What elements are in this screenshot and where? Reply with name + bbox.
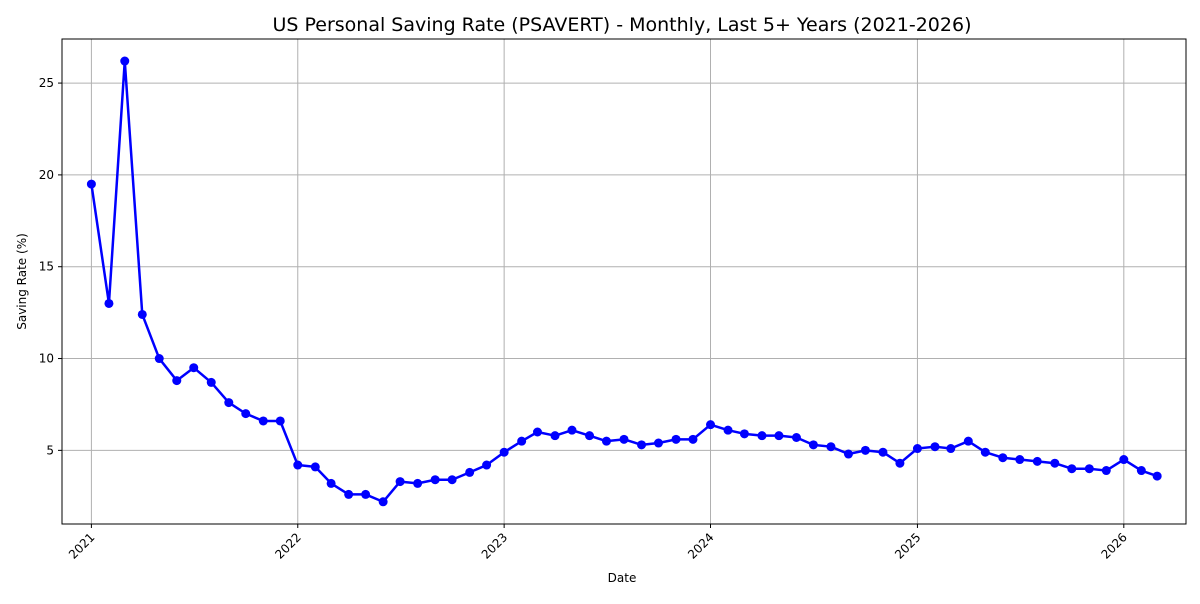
x-tick-label: 2021	[66, 530, 97, 561]
x-axis-label: Date	[608, 571, 637, 585]
data-point	[1119, 455, 1129, 465]
y-tick-label: 5	[46, 443, 54, 457]
grid	[62, 39, 1186, 524]
data-point	[808, 440, 818, 450]
data-points	[86, 56, 1162, 507]
data-point	[878, 447, 888, 457]
x-tick-label: 2022	[272, 530, 303, 561]
data-point	[430, 475, 440, 485]
data-point	[1032, 456, 1042, 466]
data-point	[671, 434, 681, 444]
data-point	[326, 478, 336, 488]
data-point	[172, 376, 182, 386]
data-point	[189, 363, 199, 373]
data-point	[224, 398, 234, 408]
data-point	[980, 447, 990, 457]
y-axis-label: Saving Rate (%)	[15, 233, 29, 330]
data-point	[482, 460, 492, 470]
data-point	[1015, 455, 1025, 465]
data-point	[517, 436, 527, 446]
data-point	[567, 425, 577, 435]
data-point	[465, 467, 475, 477]
data-point	[447, 475, 457, 485]
data-point	[637, 440, 647, 450]
data-point	[601, 436, 611, 446]
data-point	[499, 447, 509, 457]
data-point	[550, 431, 560, 441]
data-point	[739, 429, 749, 439]
data-point	[361, 489, 371, 499]
data-point	[1050, 458, 1060, 468]
data-point	[275, 416, 285, 426]
data-point	[395, 477, 405, 487]
data-point	[86, 179, 96, 189]
data-point	[912, 444, 922, 454]
x-tick-label: 2025	[892, 530, 923, 561]
chart-title: US Personal Saving Rate (PSAVERT) - Mont…	[272, 14, 971, 36]
x-tick-label: 2024	[685, 530, 716, 561]
data-point	[344, 489, 354, 499]
data-point	[826, 442, 836, 452]
data-point	[653, 438, 663, 448]
data-point	[930, 442, 940, 452]
data-point	[310, 462, 320, 472]
y-tick-label: 15	[39, 260, 54, 274]
data-point	[585, 431, 595, 441]
data-point	[137, 309, 147, 319]
data-point	[774, 431, 784, 441]
data-point	[104, 298, 114, 308]
x-tick-label: 2023	[479, 530, 510, 561]
data-point	[757, 431, 767, 441]
data-point	[293, 460, 303, 470]
data-point	[413, 478, 423, 488]
data-point	[1136, 466, 1146, 476]
data-point	[619, 434, 629, 444]
data-point	[723, 425, 733, 435]
data-point	[1152, 471, 1162, 481]
y-tick-label: 10	[39, 352, 54, 366]
y-tick-label: 25	[39, 76, 54, 90]
x-axis-ticks: 2021 2022 2023 2024 2025 2026	[66, 524, 1130, 562]
data-point	[1067, 464, 1077, 474]
data-point	[241, 409, 251, 419]
data-point	[895, 458, 905, 468]
data-point	[688, 434, 698, 444]
y-axis-ticks: 5 10 15 20 25	[39, 76, 62, 457]
data-point	[154, 354, 164, 364]
data-point	[206, 377, 216, 387]
data-point	[791, 433, 801, 442]
data-point	[1101, 466, 1111, 476]
data-point	[120, 56, 130, 66]
data-point	[998, 453, 1008, 463]
data-point	[963, 436, 973, 446]
data-point	[946, 444, 956, 454]
data-point	[532, 427, 542, 437]
data-point	[843, 449, 853, 459]
y-tick-label: 20	[39, 168, 54, 182]
data-point	[258, 416, 268, 426]
data-point	[860, 445, 870, 455]
data-point	[378, 497, 388, 507]
plot-area-frame	[61, 38, 1187, 525]
data-point	[1084, 464, 1094, 474]
data-point	[706, 420, 716, 430]
x-tick-label: 2026	[1098, 530, 1129, 561]
